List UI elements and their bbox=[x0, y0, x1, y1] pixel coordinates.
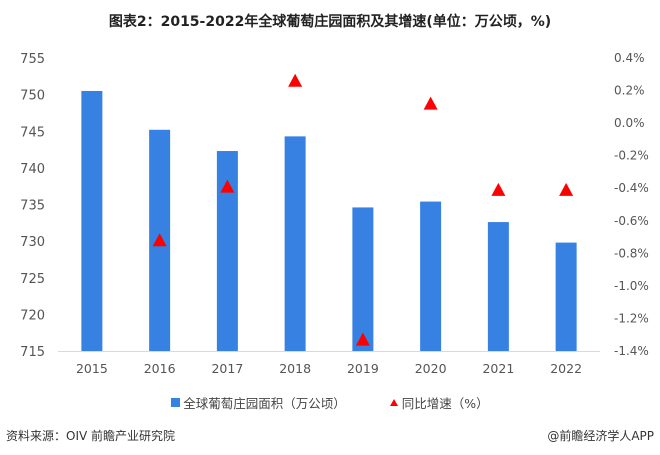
bar bbox=[216, 151, 238, 351]
right-tick-label: -0.4% bbox=[614, 181, 649, 195]
legend-growth-label: 同比增速（%） bbox=[401, 396, 489, 411]
bar bbox=[487, 222, 509, 351]
x-tick-label: 2018 bbox=[279, 361, 311, 376]
bar bbox=[352, 207, 374, 351]
right-tick-label: -0.6% bbox=[614, 214, 649, 228]
right-tick-label: 0.4% bbox=[614, 51, 645, 65]
legend-bar-swatch bbox=[171, 398, 181, 407]
growth-marker bbox=[355, 332, 370, 346]
right-tick-label: 0.2% bbox=[614, 84, 645, 98]
right-tick-label: -1.4% bbox=[614, 344, 649, 358]
growth-marker bbox=[423, 96, 438, 110]
left-tick-label: 715 bbox=[20, 345, 45, 360]
legend-bar-label: 全球葡萄庄园面积（万公顷） bbox=[183, 396, 346, 411]
right-tick-label: -1.0% bbox=[614, 279, 649, 293]
right-tick-label: -1.2% bbox=[614, 311, 649, 325]
bar bbox=[555, 242, 577, 351]
legend-triangle-swatch bbox=[389, 399, 398, 406]
chart: 715 720 725 730 735 740 745 750 755 -1.4% -1.2% -1.… bbox=[20, 51, 649, 376]
right-tick-label: -0.2% bbox=[614, 149, 649, 163]
bar bbox=[81, 90, 103, 352]
right-tick-label: 0.0% bbox=[614, 116, 645, 130]
x-tick-label: 2019 bbox=[347, 361, 379, 376]
x-tick-label: 2017 bbox=[211, 361, 243, 376]
source-note: 资料来源：OIV 前瞻产业研究院 bbox=[6, 429, 176, 443]
chart-title: 图表2：2015-2022年全球葡萄庄园面积及其增速(单位：万公顷，%) bbox=[108, 14, 552, 30]
x-tick-label: 2016 bbox=[144, 361, 176, 376]
growth-marker bbox=[152, 233, 167, 247]
left-tick-label: 755 bbox=[20, 52, 45, 67]
left-tick-label: 735 bbox=[20, 199, 45, 214]
x-tick-label: 2022 bbox=[550, 361, 582, 376]
x-tick-label: 2020 bbox=[415, 361, 447, 376]
right-tick-label: -0.8% bbox=[614, 246, 649, 260]
left-tick-label: 720 bbox=[20, 308, 45, 323]
legend: 全球葡萄庄园面积（万公顷） 同比增速（%） bbox=[0, 393, 660, 412]
bar bbox=[420, 201, 442, 351]
credit-note: @前瞻经济学人APP bbox=[547, 429, 654, 443]
growth-marker bbox=[559, 182, 574, 196]
left-tick-label: 745 bbox=[20, 125, 45, 140]
left-tick-label: 725 bbox=[20, 272, 45, 287]
growth-marker bbox=[288, 73, 303, 87]
x-tick-label: 2015 bbox=[76, 361, 108, 376]
left-tick-label: 750 bbox=[20, 89, 45, 104]
growth-marker bbox=[491, 182, 506, 196]
left-tick-label: 730 bbox=[20, 235, 45, 250]
left-tick-label: 740 bbox=[20, 162, 45, 177]
growth-marker bbox=[220, 179, 235, 193]
bar bbox=[284, 136, 306, 351]
x-tick-label: 2021 bbox=[482, 361, 514, 376]
